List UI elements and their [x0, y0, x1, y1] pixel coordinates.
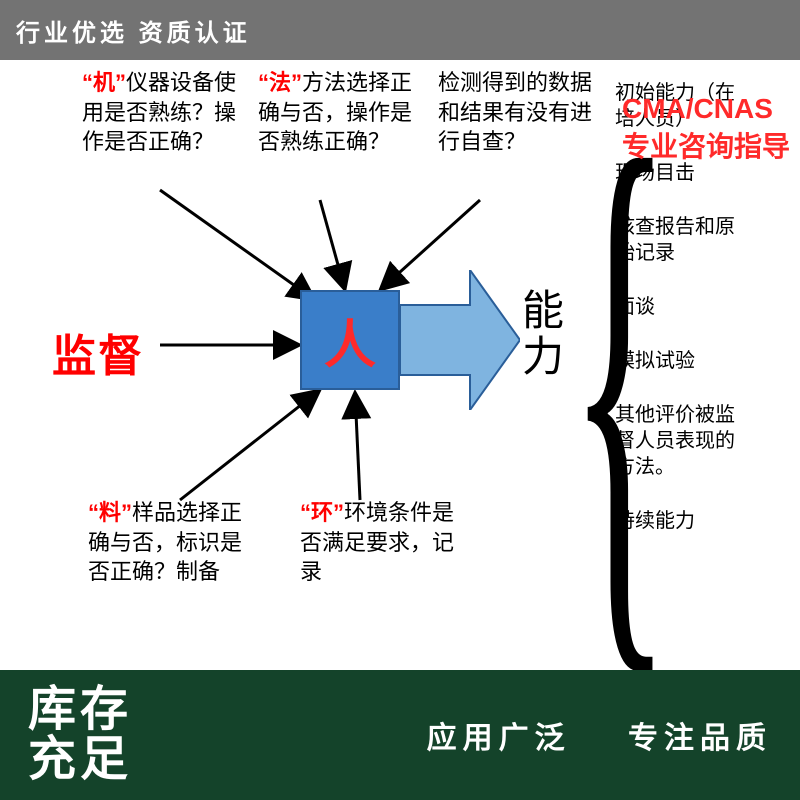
top-banner: 行业优选 资质认证	[0, 0, 800, 60]
cma-callout: CMA/CNAS 专业咨询指导	[622, 90, 790, 166]
diagram-canvas: 监督 “机”仪器设备使用是否熟练？操作是否正确？ “法”方法选择正确与否，操作是…	[0, 0, 800, 800]
factor-jian: 检测得到的数据和结果有没有进行自查？	[438, 68, 598, 157]
ability-method-item: 模拟试验	[615, 348, 745, 374]
bottom-right-b: 专注品质	[628, 722, 772, 755]
factor-huan: “环”环境条件是否满足要求，记录	[300, 498, 460, 587]
ability-label: 能力	[522, 288, 564, 380]
bottom-left-l1: 库存	[28, 685, 132, 735]
center-node-person: 人	[300, 290, 400, 390]
ability-method-item: 面谈	[615, 294, 745, 320]
ability-method-item: 其他评价被监督人员表现的方法。	[615, 402, 745, 480]
top-banner-text: 行业优选 资质认证	[16, 13, 251, 48]
cma-line2: 专业咨询指导	[622, 128, 790, 166]
cma-line1: CMA/CNAS	[622, 90, 790, 128]
bottom-banner: 库存 充足 应用广泛 专注品质	[0, 670, 800, 800]
factor-fa: “法”方法选择正确与否，操作是否熟练正确？	[258, 68, 418, 157]
bottom-left-slogan: 库存 充足	[28, 685, 132, 786]
bottom-right-slogan: 应用广泛 专注品质	[427, 713, 772, 757]
bottom-left-l2: 充足	[28, 735, 132, 785]
ability-arrow	[400, 270, 520, 410]
bottom-right-a: 应用广泛	[427, 722, 571, 755]
supervise-label: 监督	[52, 320, 144, 384]
factor-liao: “料”样品选择正确与否，标识是否正确？制备	[88, 498, 248, 587]
center-node-label: 人	[324, 303, 376, 378]
ability-method-item: 核查报告和原始记录	[615, 214, 745, 266]
factor-ji: “机”仪器设备使用是否熟练？操作是否正确？	[82, 68, 242, 157]
ability-method-item: 持续能力	[615, 508, 745, 534]
